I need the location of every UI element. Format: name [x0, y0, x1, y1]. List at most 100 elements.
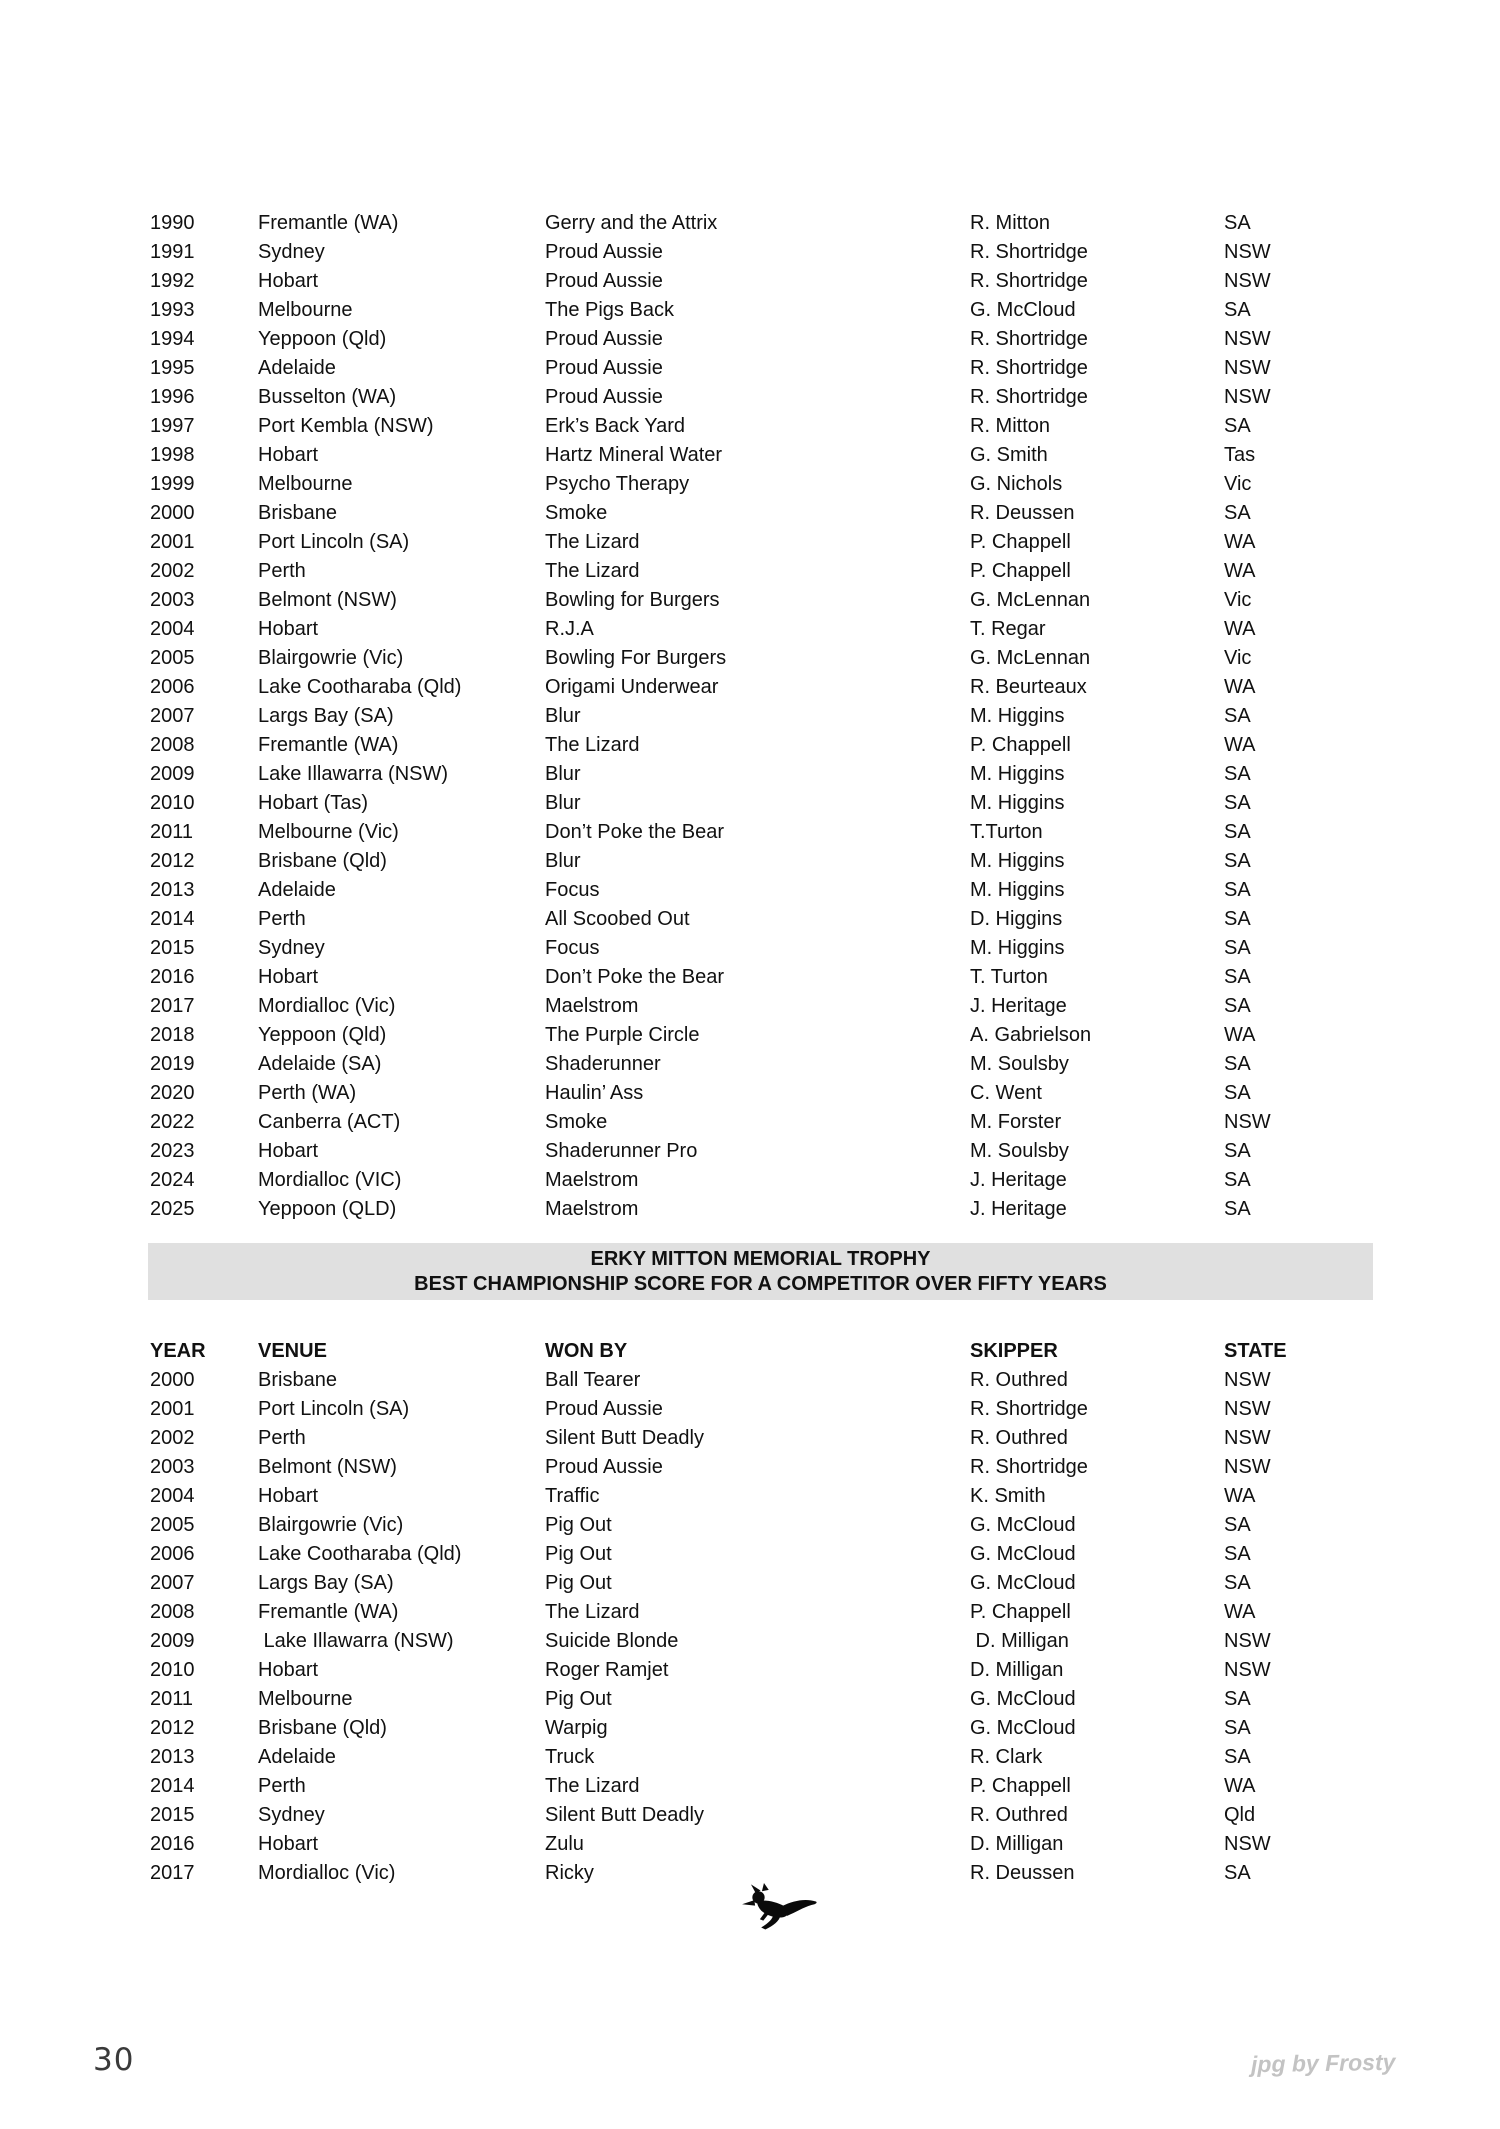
cell-skipper: A. Gabrielson [970, 1024, 1092, 1046]
cell-year: 1990 [150, 212, 195, 234]
cell-venue: Hobart (Tas) [258, 792, 369, 814]
cell-state: SA [1224, 705, 1251, 727]
table-row: 2012 Brisbane (Qld) Warpig G. McCloud SA [150, 1714, 1400, 1743]
cell-venue: Yeppoon (QLD) [258, 1198, 397, 1220]
cell-venue: Hobart [258, 1833, 319, 1855]
cell-state: Vic [1224, 473, 1252, 495]
cell-won-by: Smoke [545, 1111, 608, 1133]
cell-state: WA [1224, 618, 1256, 640]
cell-state: SA [1224, 937, 1251, 959]
cell-year: 2013 [150, 1746, 195, 1768]
cell-skipper: M. Soulsby [970, 1053, 1069, 1075]
cell-skipper: R. Outhred [970, 1369, 1068, 1391]
cell-skipper: T. Turton [970, 966, 1048, 988]
table-row: 2008 Fremantle (WA) The Lizard P. Chappe… [150, 731, 1400, 760]
cell-state: NSW [1224, 270, 1271, 292]
column-header-skipper: SKIPPER [970, 1340, 1058, 1362]
cell-won-by: R.J.A [545, 618, 594, 640]
table-row: 2016 Hobart Don’t Poke the Bear T. Turto… [150, 963, 1400, 992]
cell-skipper: M. Higgins [970, 879, 1065, 901]
cell-state: Vic [1224, 589, 1252, 611]
cell-venue: Melbourne (Vic) [258, 821, 399, 843]
table-row: 1996 Busselton (WA) Proud Aussie R. Shor… [150, 383, 1400, 412]
cell-year: 2014 [150, 908, 195, 930]
table-row: 1994 Yeppoon (Qld) Proud Aussie R. Short… [150, 325, 1400, 354]
cell-skipper: C. Went [970, 1082, 1042, 1104]
table-row: 2001 Port Lincoln (SA) Proud Aussie R. S… [150, 1395, 1400, 1424]
cell-won-by: Pig Out [545, 1688, 612, 1710]
cell-won-by: The Pigs Back [545, 299, 674, 321]
cell-year: 1992 [150, 270, 195, 292]
championship-results-table: 1990 Fremantle (WA) Gerry and the Attrix… [150, 209, 1400, 1224]
cell-year: 1996 [150, 386, 195, 408]
table-row: 2002 Perth Silent Butt Deadly R. Outhred… [150, 1424, 1400, 1453]
cell-skipper: J. Heritage [970, 1198, 1067, 1220]
cell-year: 2016 [150, 1833, 195, 1855]
cell-skipper: J. Heritage [970, 1169, 1067, 1191]
trophy-subtitle: BEST CHAMPIONSHIP SCORE FOR A COMPETITOR… [414, 1273, 1107, 1295]
cell-venue: Busselton (WA) [258, 386, 397, 408]
cell-venue: Yeppoon (Qld) [258, 328, 387, 350]
cell-state: SA [1224, 1169, 1251, 1191]
cell-won-by: Origami Underwear [545, 676, 719, 698]
cell-skipper: R. Shortridge [970, 241, 1088, 263]
cell-year: 2013 [150, 879, 195, 901]
cell-won-by: Proud Aussie [545, 1398, 663, 1420]
column-header-year: YEAR [150, 1340, 206, 1362]
cell-state: SA [1224, 879, 1251, 901]
cell-won-by: Pig Out [545, 1572, 612, 1594]
cell-state: SA [1224, 763, 1251, 785]
cell-skipper: R. Outhred [970, 1804, 1068, 1826]
table-row: 2017 Mordialloc (Vic) Ricky R. Deussen S… [150, 1859, 1400, 1888]
cell-skipper: G. McCloud [970, 1514, 1076, 1536]
table-row: 2025 Yeppoon (QLD) Maelstrom J. Heritage… [150, 1195, 1400, 1224]
cell-venue: Perth (WA) [258, 1082, 357, 1104]
cell-venue: Yeppoon (Qld) [258, 1024, 387, 1046]
cell-skipper: P. Chappell [970, 734, 1071, 756]
cell-venue: Lake Illawarra (NSW) [258, 763, 449, 785]
cell-won-by: Maelstrom [545, 1169, 639, 1191]
cell-state: SA [1224, 502, 1251, 524]
cell-year: 2005 [150, 1514, 195, 1536]
cell-skipper: G. McCloud [970, 1543, 1076, 1565]
cell-year: 2011 [150, 1688, 194, 1710]
cell-venue: Hobart [258, 1485, 319, 1507]
cell-venue: Perth [258, 908, 306, 930]
cell-state: NSW [1224, 1111, 1271, 1133]
cell-venue: Hobart [258, 618, 319, 640]
cell-state: NSW [1224, 1630, 1271, 1652]
cell-venue: Mordialloc (VIC) [258, 1169, 402, 1191]
cell-state: NSW [1224, 241, 1271, 263]
cell-venue: Hobart [258, 444, 319, 466]
cell-state: SA [1224, 995, 1251, 1017]
cell-skipper: D. Higgins [970, 908, 1063, 930]
cell-year: 2017 [150, 995, 195, 1017]
cell-year: 1991 [150, 241, 195, 263]
cell-state: SA [1224, 821, 1251, 843]
cell-year: 2007 [150, 1572, 195, 1594]
cell-year: 2018 [150, 1024, 195, 1046]
cell-venue: Largs Bay (SA) [258, 1572, 394, 1594]
table-row: 2015 Sydney Focus M. Higgins SA [150, 934, 1400, 963]
page-number: 30 [93, 2042, 135, 2078]
cell-state: WA [1224, 1775, 1256, 1797]
table-row: 2000 Brisbane Smoke R. Deussen SA [150, 499, 1400, 528]
cell-state: SA [1224, 1140, 1251, 1162]
cell-won-by: Pig Out [545, 1514, 612, 1536]
cell-state: SA [1224, 1862, 1251, 1884]
cell-venue: Adelaide (SA) [258, 1053, 382, 1075]
cell-won-by: Blur [545, 792, 581, 814]
cell-year: 2006 [150, 676, 195, 698]
cell-year: 2001 [150, 1398, 195, 1420]
table-row: 2013 Adelaide Truck R. Clark SA [150, 1743, 1400, 1772]
cell-won-by: Don’t Poke the Bear [545, 966, 724, 988]
cell-state: SA [1224, 212, 1251, 234]
cell-won-by: Erk’s Back Yard [545, 415, 686, 437]
cell-state: SA [1224, 415, 1251, 437]
table-row: 2022 Canberra (ACT) Smoke M. Forster NSW [150, 1108, 1400, 1137]
cell-state: SA [1224, 792, 1251, 814]
cell-won-by: Proud Aussie [545, 241, 663, 263]
cell-year: 2016 [150, 966, 195, 988]
cell-skipper: R. Beurteaux [970, 676, 1087, 698]
cell-won-by: Zulu [545, 1833, 584, 1855]
